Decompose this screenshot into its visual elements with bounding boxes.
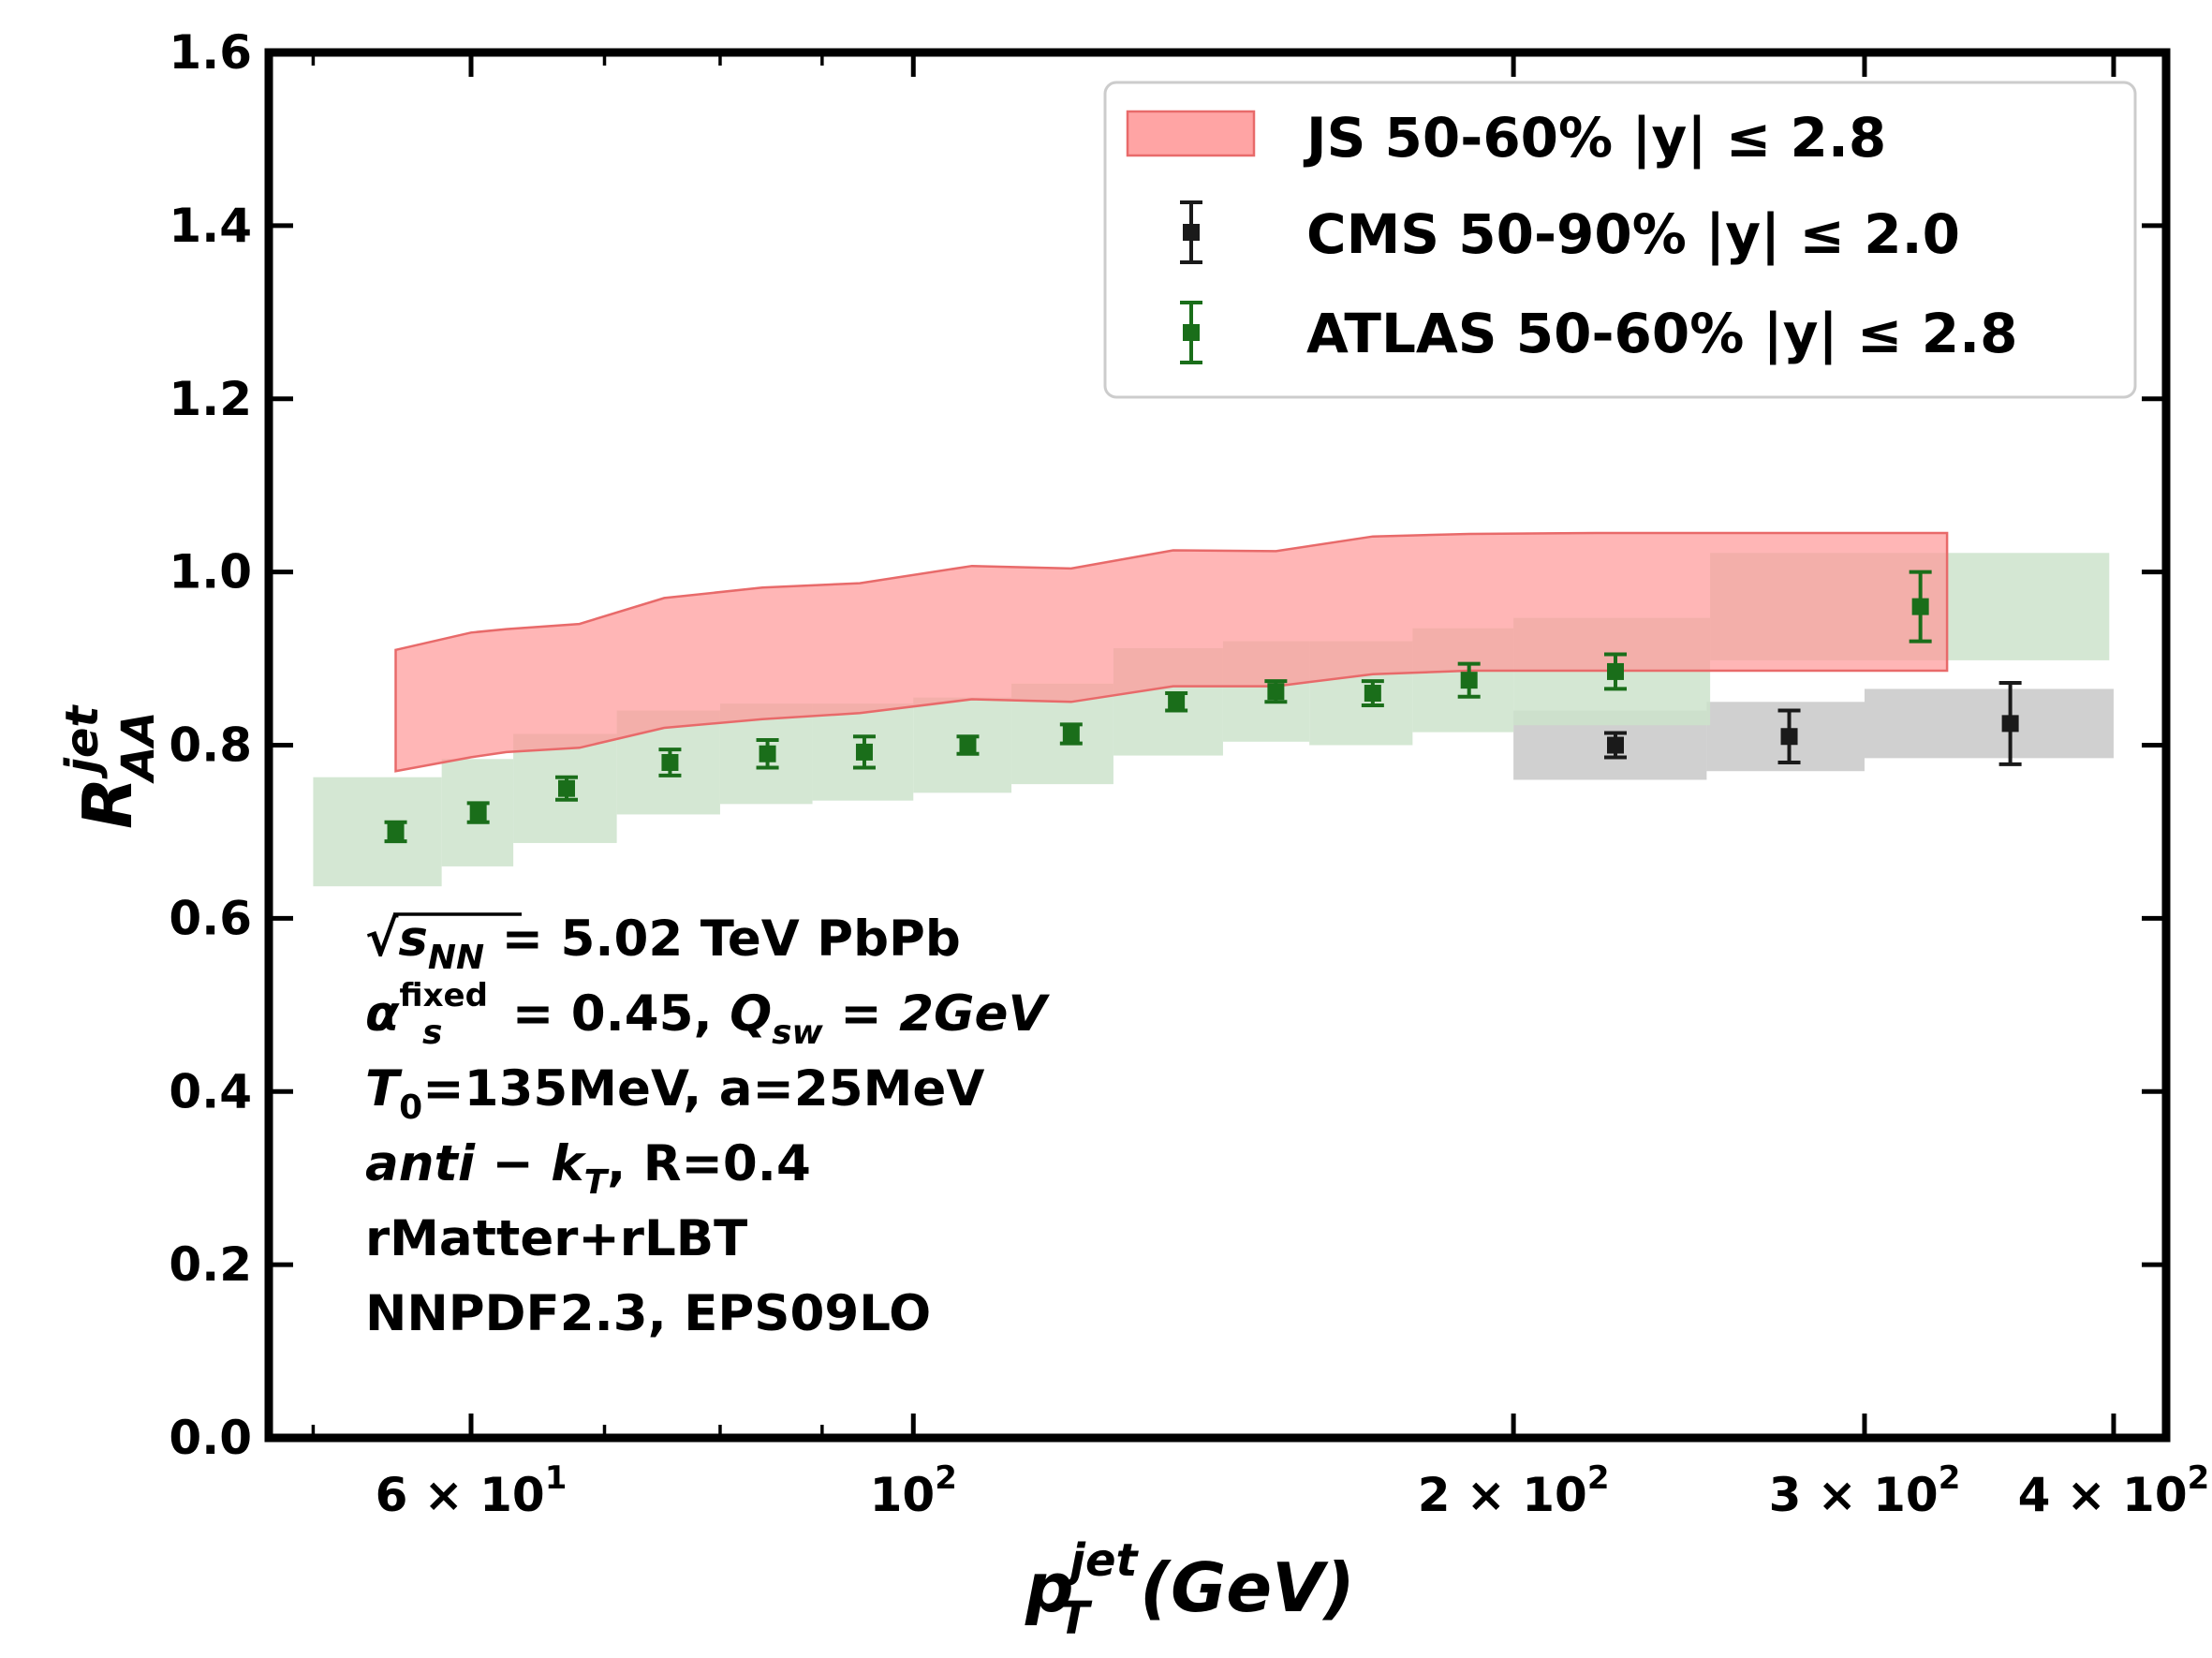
- systematic-boxes: [313, 553, 2114, 887]
- x-tick-label: 4 × 102: [2018, 1459, 2210, 1522]
- atlas-point: [661, 753, 679, 771]
- legend-label-cms: CMS 50-90% |y| ≤ 2.0: [1306, 202, 1960, 266]
- atlas-point: [387, 822, 405, 840]
- js-band-layer: [394, 531, 1949, 773]
- y-tick-label: 1.0: [169, 545, 252, 600]
- y-tick-label: 0.8: [169, 718, 252, 773]
- atlas-point: [558, 779, 576, 797]
- atlas-sys-box: [313, 777, 442, 887]
- annotation-line: rMatter+rLBT: [365, 1210, 747, 1267]
- cms-sys-box: [1864, 688, 2114, 759]
- cms-point: [1780, 728, 1798, 746]
- data-points-layer: [384, 570, 2022, 844]
- legend-marker-atlas: [1183, 324, 1200, 341]
- y-ticks: 0.0 0.2 0.4 0.6 0.8 1.0 1.2 1.4 1.6: [169, 25, 2166, 1465]
- y-tick-label: 1.2: [169, 372, 252, 426]
- y-axis-title: RjetAA: [56, 704, 165, 829]
- atlas-point: [1364, 685, 1381, 703]
- y-tick-label: 1.4: [169, 199, 252, 253]
- legend-swatch-js: [1126, 110, 1256, 157]
- atlas-point: [1460, 672, 1478, 689]
- y-tick-label: 0.4: [169, 1064, 252, 1118]
- atlas-point: [759, 745, 776, 762]
- legend-marker-cms: [1183, 224, 1200, 241]
- atlas-point: [1911, 598, 1929, 615]
- annotation-line: NNPDF2.3, EPS09LO: [365, 1285, 931, 1342]
- atlas-point: [1168, 693, 1186, 711]
- atlas-point: [855, 743, 873, 761]
- atlas-point: [1267, 683, 1285, 701]
- x-tick-label: 102: [870, 1459, 957, 1522]
- atlas-point: [1607, 662, 1625, 680]
- annotation-line: T0=135MeV, a=25MeV: [365, 1060, 984, 1127]
- legend-label-js: JS 50-60% |y| ≤ 2.8: [1303, 106, 1886, 170]
- annotation-line: anti − kT, R=0.4: [365, 1135, 811, 1202]
- annotation-line: αfixed s = 0.45, Qsw = 2GeV: [365, 977, 1050, 1052]
- x-ticks: 6 × 101 102 2 × 102 3 × 102 4 × 102: [311, 52, 2210, 1522]
- y-tick-label: 1.6: [169, 25, 252, 80]
- y-tick-label: 0.2: [169, 1237, 252, 1292]
- cms-point: [1607, 736, 1625, 754]
- js-band: [394, 531, 1949, 773]
- x-tick-label: 3 × 102: [1769, 1459, 1961, 1522]
- x-tick-label: 6 × 101: [376, 1459, 568, 1522]
- x-tick-label: 2 × 102: [1418, 1459, 1610, 1522]
- axis-titles: pjet T (GeV) RjetAA: [56, 704, 1355, 1645]
- atlas-point: [469, 804, 487, 822]
- legend-box: [1103, 81, 2137, 399]
- legend: JS 50-60% |y| ≤ 2.8 CMS 50-90% |y| ≤ 2.0 A…: [1103, 81, 2137, 399]
- legend-label-atlas: ATLAS 50-60% |y| ≤ 2.8: [1306, 302, 2017, 365]
- y-tick-label: 0.0: [169, 1411, 252, 1465]
- atlas-point: [959, 736, 977, 754]
- annotation-line: √sNN = 5.02 TeV PbPb: [365, 910, 961, 977]
- x-axis-title: pjet T (GeV): [1025, 1534, 1355, 1645]
- cms-point: [2001, 715, 2019, 733]
- atlas-point: [1062, 725, 1080, 743]
- y-tick-label: 0.6: [169, 891, 252, 945]
